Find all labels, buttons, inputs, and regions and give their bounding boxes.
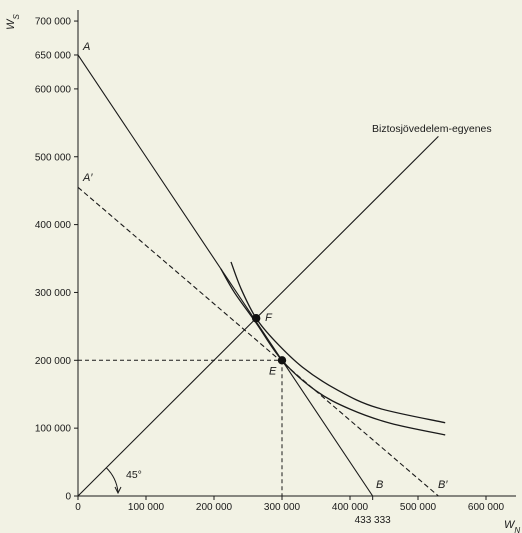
label-b: B [376,479,383,491]
y-tick-label: 100 000 [35,424,72,435]
label-a-prime: A′ [82,172,93,184]
x-tick-label: 100 000 [128,502,165,513]
x-tick-label: 500 000 [400,502,437,513]
y-tick-label: 500 000 [35,152,72,163]
x-axis-title: WN [504,519,520,533]
y-tick-label: 0 [65,492,71,503]
point-f [251,314,261,323]
angle-arrow [114,486,122,495]
y-tick-label: 650 000 [35,50,72,61]
angle-label: 45° [126,469,142,481]
point-e [277,356,287,365]
angle-arc [105,467,119,493]
x-tick-label: 0 [75,502,81,513]
y-axis-title: WS [5,13,21,29]
y-tick-label: 600 000 [35,84,72,95]
label-b-prime: B′ [438,479,448,491]
x-tick-label: 200 000 [196,502,233,513]
labels: Biztosjövedelem-egyenes A B A′ B′ F E 45° [82,41,492,495]
indifference-curve-upper [230,261,446,424]
point-label-f: F [265,312,273,324]
x-extra-tick-label: 433 333 [355,515,392,526]
certainty-line-label: Biztosjövedelem-egyenes [372,123,492,135]
y-tick-label: 400 000 [35,220,72,231]
indifference-curve-lower [220,268,446,436]
x-axis-title-sub: N [514,526,520,533]
axes: 0 100 000 200 000 300 000 400 000 500 000 600 … [5,10,520,533]
x-axis-title-main: W [504,519,516,531]
point-label-e: E [269,365,277,377]
budget-line-ab [77,54,374,497]
series-lines [77,54,446,497]
points [251,314,287,365]
guide-lines [78,359,283,496]
y-tick-label: 200 000 [35,356,72,367]
y-axis-title-sub: S [12,13,21,19]
label-a: A [82,41,90,53]
y-tick-label: 700 000 [35,17,72,28]
x-tick-label: 400 000 [332,502,369,513]
budget-line-a1b1 [77,186,439,497]
x-tick-label: 600 000 [468,502,505,513]
y-tick-label: 300 000 [35,288,72,299]
y-axis-title-main: W [5,18,17,30]
x-tick-label: 300 000 [264,502,301,513]
